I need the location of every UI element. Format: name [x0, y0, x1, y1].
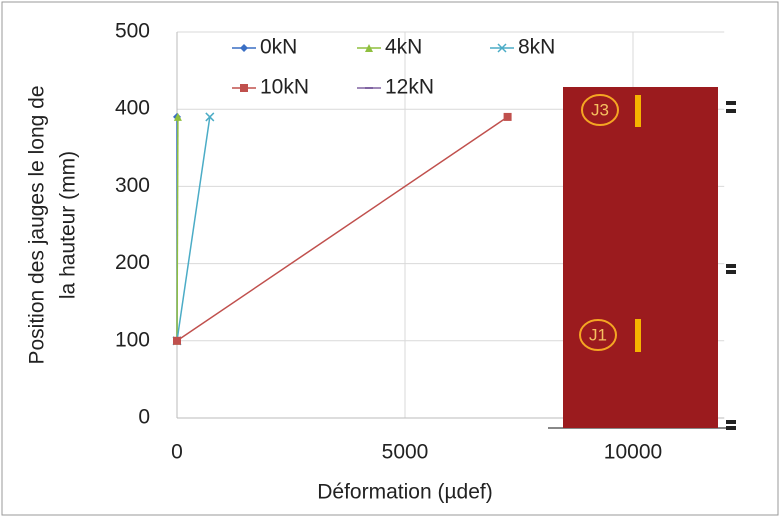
gauge: [635, 319, 641, 352]
legend-label: 4kN: [385, 36, 422, 59]
y-tick-label: 0: [138, 406, 150, 429]
photo: J3 J1: [548, 87, 736, 430]
marker: [240, 84, 248, 92]
marker: [365, 87, 373, 89]
legend: 0kN 4kN 8kN 10kN 12kN: [232, 36, 555, 99]
y-axis-title: Position des jauges le long de: [26, 85, 49, 364]
x-tick-label: 10000: [604, 441, 662, 464]
marker: [173, 336, 181, 345]
series-line: [176, 116, 211, 341]
gauge-circle: [581, 94, 619, 126]
gauge-label: J3: [591, 100, 609, 119]
marker: [503, 112, 512, 121]
gauge-circle: [579, 319, 617, 351]
y-axis-title: la hauteur (mm): [57, 151, 80, 299]
x-axis-title: Déformation (µdef): [317, 481, 493, 504]
y-tick-label: 300: [115, 174, 150, 197]
series-line: [176, 116, 179, 341]
gauge-label: J1: [589, 325, 607, 344]
y-tick-label: 400: [115, 97, 150, 120]
marker: [365, 44, 373, 52]
y-tick-label: 200: [115, 251, 150, 274]
specimen: [563, 87, 718, 428]
photo-marks: [726, 101, 736, 430]
legend-label: 8kN: [518, 36, 555, 59]
marker: [205, 112, 215, 122]
series-line: [176, 116, 509, 342]
y-tick-label: 100: [115, 328, 150, 351]
marker: [173, 112, 182, 121]
y-tick-label: 500: [115, 20, 150, 43]
legend-label: 10kN: [260, 76, 309, 99]
gauge: [635, 95, 641, 127]
marker: [497, 43, 507, 53]
marker: [240, 44, 248, 52]
legend-label: 0kN: [260, 36, 297, 59]
legend-label: 12kN: [385, 76, 434, 99]
x-tick-label: 5000: [382, 441, 429, 464]
x-tick-label: 0: [171, 441, 183, 464]
